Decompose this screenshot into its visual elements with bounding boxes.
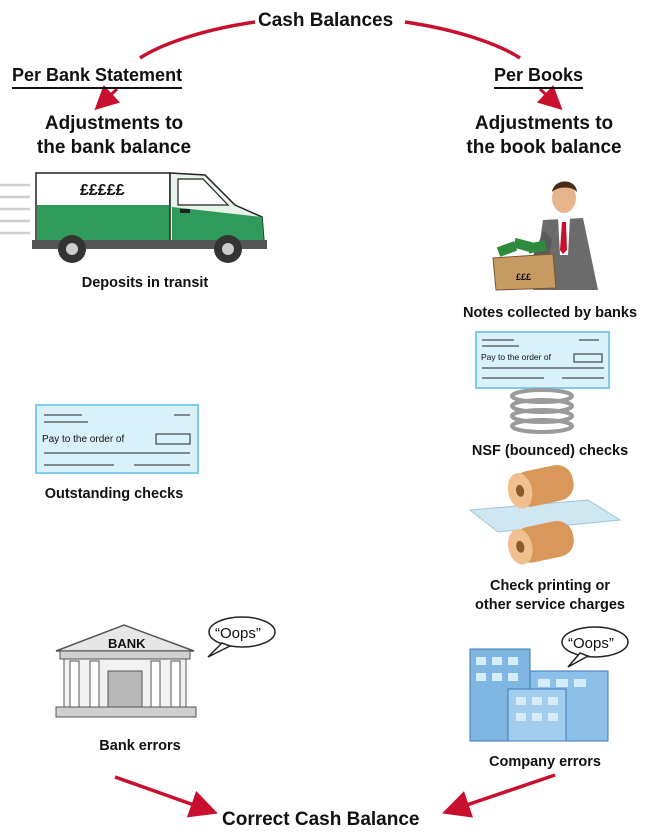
- caption-bank-errors: Bank errors: [99, 738, 181, 754]
- businessman-illustration: £££: [492, 181, 598, 291]
- van-text: £££££: [80, 182, 125, 199]
- arrow-right-down: [536, 84, 563, 111]
- arc-left-top: [139, 20, 256, 60]
- arc-right-top: [404, 20, 521, 60]
- check-on-spring-illustration: Pay to the order of: [475, 331, 610, 434]
- correct-cash-balance: Correct Cash Balance: [222, 809, 420, 830]
- caption-nsf-checks: NSF (bounced) checks: [471, 443, 629, 459]
- diagram-title: Cash Balances: [258, 10, 394, 31]
- outstanding-check-text: Pay to the order of: [42, 434, 124, 445]
- caption-service-charges: Check printing or other service charges: [475, 578, 625, 613]
- left-header: Per Bank Statement: [12, 64, 183, 89]
- bank-oops-text: “Oops”: [215, 625, 261, 642]
- left-adjust-heading: Adjustments to the bank balance: [36, 113, 192, 158]
- company-oops-text: “Oops”: [568, 635, 614, 652]
- van-illustration: £££££: [0, 172, 267, 263]
- company-buildings-illustration: “Oops”: [469, 626, 629, 742]
- caption-notes-collected: Notes collected by banks: [462, 305, 638, 321]
- bank-sign: BANK: [108, 636, 146, 651]
- caption-outstanding-checks: Outstanding checks: [44, 486, 184, 502]
- arrow-left-down: [94, 84, 121, 111]
- arrow-left-bottom: [114, 775, 218, 818]
- bank-building-illustration: BANK “Oops”: [55, 616, 276, 718]
- arrow-right-bottom: [442, 773, 556, 818]
- nsf-check-text: Pay to the order of: [481, 352, 552, 362]
- outstanding-check-illustration: Pay to the order of: [35, 404, 199, 474]
- box-text: £££: [516, 272, 531, 282]
- right-header: Per Books: [494, 64, 584, 89]
- caption-company-errors: Company errors: [488, 754, 601, 770]
- right-adjust-heading: Adjustments to the book balance: [466, 113, 622, 158]
- caption-deposits-in-transit: Deposits in transit: [81, 275, 209, 291]
- rollers-illustration: [468, 464, 622, 565]
